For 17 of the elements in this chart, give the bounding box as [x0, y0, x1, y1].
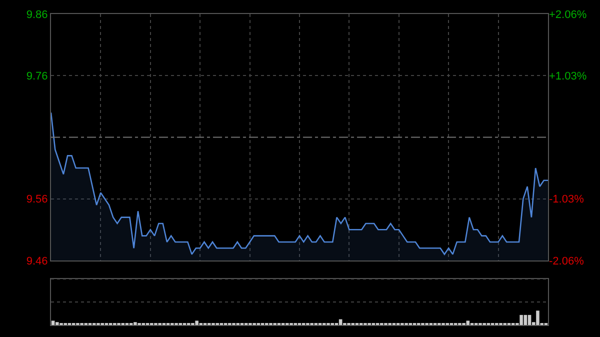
y-tick-label: 9.56 — [26, 194, 48, 206]
bar — [466, 320, 470, 325]
bar — [536, 310, 540, 325]
bar — [195, 320, 198, 325]
bar — [51, 320, 55, 325]
bar — [528, 314, 532, 325]
y-tick-label: 9.46 — [26, 255, 48, 268]
y2-tick-label: +1.03% — [549, 70, 587, 82]
y2-tick-label: -2.06% — [549, 255, 584, 268]
bar — [520, 314, 523, 325]
y-tick-label: 9.76 — [26, 70, 48, 82]
y2-tick-label: +2.06% — [549, 8, 587, 21]
bar — [134, 322, 137, 325]
bar — [56, 322, 59, 325]
bar — [524, 314, 528, 325]
y-tick-label: 9.86 — [26, 8, 48, 21]
y2-tick-label: -1.03% — [549, 194, 584, 206]
